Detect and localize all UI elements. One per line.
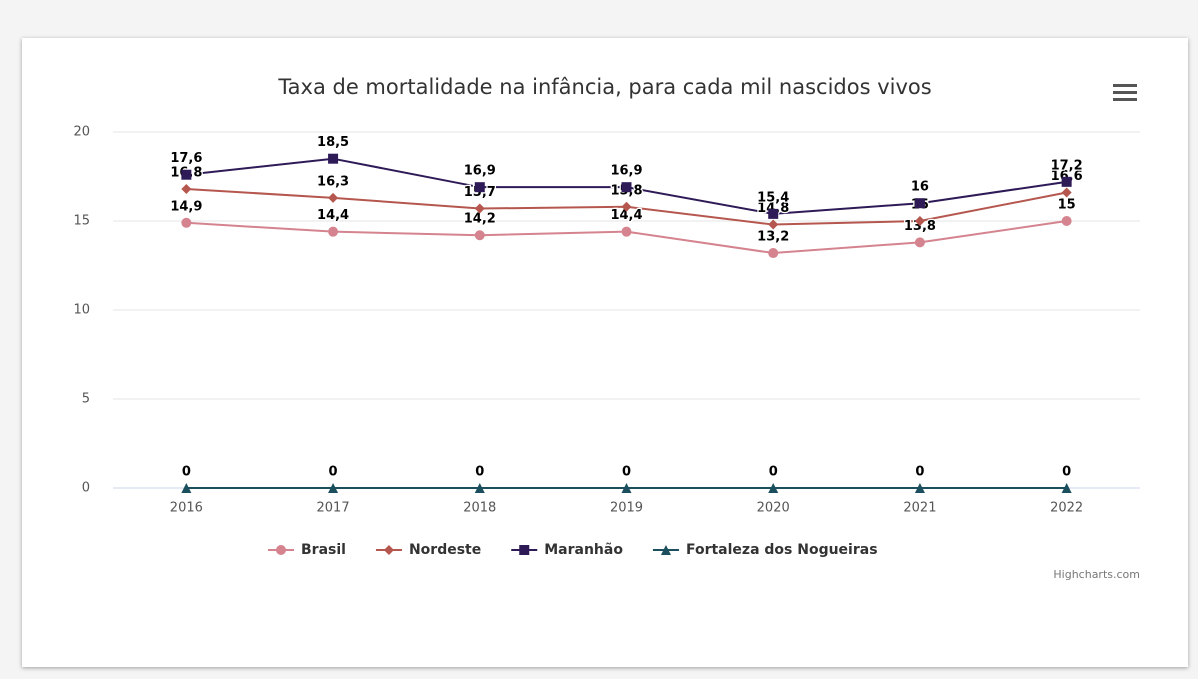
marker xyxy=(914,237,925,248)
marker xyxy=(328,192,339,203)
marker xyxy=(328,483,339,493)
data-label: 14,4 xyxy=(610,208,642,223)
x-tick-label: 2017 xyxy=(317,501,350,516)
x-tick-label: 2016 xyxy=(170,501,203,516)
y-tick-label: 5 xyxy=(82,392,90,407)
y-tick-label: 0 xyxy=(82,481,90,496)
marker xyxy=(1061,483,1072,493)
legend-label: Brasil xyxy=(301,542,346,558)
data-label: 14,4 xyxy=(317,208,349,223)
marker xyxy=(914,216,925,226)
x-tick-label: 2020 xyxy=(757,501,790,516)
data-label: 13,2 xyxy=(757,230,789,245)
data-label: 0 xyxy=(1062,465,1071,480)
data-label: 14,2 xyxy=(464,212,496,227)
x-tick-label: 2021 xyxy=(903,501,936,516)
marker xyxy=(768,483,779,493)
marker xyxy=(768,208,779,219)
marker xyxy=(181,183,192,194)
marker xyxy=(914,483,925,493)
y-tick-label: 15 xyxy=(73,214,90,229)
marker xyxy=(914,198,925,209)
data-label: 14,8 xyxy=(757,201,789,216)
data-label: 16 xyxy=(911,180,929,195)
x-tick-label: 2022 xyxy=(1050,501,1083,516)
data-label: 15,4 xyxy=(757,190,789,205)
marker xyxy=(1061,216,1072,226)
credits: Highcharts.com xyxy=(1053,568,1140,581)
marker xyxy=(474,483,485,493)
data-label: 16,3 xyxy=(317,174,349,189)
marker xyxy=(660,545,671,555)
legend-label: Nordeste xyxy=(409,542,481,558)
data-label: 17,2 xyxy=(1051,158,1083,173)
data-label: 14,9 xyxy=(170,199,202,214)
menu-bar[interactable] xyxy=(1113,98,1137,101)
marker xyxy=(474,203,485,214)
marker xyxy=(621,182,632,193)
data-label: 15 xyxy=(1058,198,1076,213)
chart-card xyxy=(22,38,1188,667)
data-label: 16,6 xyxy=(1051,169,1083,184)
marker xyxy=(1061,176,1072,187)
marker xyxy=(383,545,394,555)
data-label: 0 xyxy=(769,465,778,480)
marker xyxy=(181,217,192,228)
data-label: 15,7 xyxy=(464,185,496,200)
marker xyxy=(519,545,530,555)
legend-label: Fortaleza dos Nogueiras xyxy=(686,542,878,558)
data-label: 18,5 xyxy=(317,135,349,150)
marker xyxy=(621,226,632,237)
x-tick-label: 2018 xyxy=(463,501,496,516)
marker xyxy=(328,153,339,164)
data-label: 13,8 xyxy=(904,219,936,234)
marker xyxy=(181,169,192,180)
data-label: 0 xyxy=(475,465,484,480)
marker xyxy=(474,182,485,193)
marker xyxy=(276,545,286,555)
menu-bar[interactable] xyxy=(1113,91,1137,94)
marker xyxy=(1061,187,1072,198)
marker xyxy=(768,248,779,259)
marker xyxy=(181,483,192,493)
legend-label: Maranhão xyxy=(544,542,623,558)
menu-button[interactable] xyxy=(1113,84,1137,101)
x-tick-label: 2019 xyxy=(610,501,643,516)
data-label: 16,9 xyxy=(464,164,496,179)
chart-title: Taxa de mortalidade na infância, para ca… xyxy=(277,75,931,99)
y-tick-label: 20 xyxy=(73,125,90,140)
data-label: 17,6 xyxy=(170,151,202,166)
data-label: 0 xyxy=(329,465,338,480)
data-label: 0 xyxy=(182,465,191,480)
marker xyxy=(328,226,339,237)
data-label: 0 xyxy=(915,465,924,480)
y-tick-label: 10 xyxy=(73,303,90,318)
menu-bar[interactable] xyxy=(1113,84,1137,87)
marker xyxy=(474,230,485,241)
data-label: 16,9 xyxy=(610,164,642,179)
marker xyxy=(621,483,632,493)
marker xyxy=(621,201,632,212)
marker xyxy=(768,219,779,230)
data-label: 0 xyxy=(622,465,631,480)
